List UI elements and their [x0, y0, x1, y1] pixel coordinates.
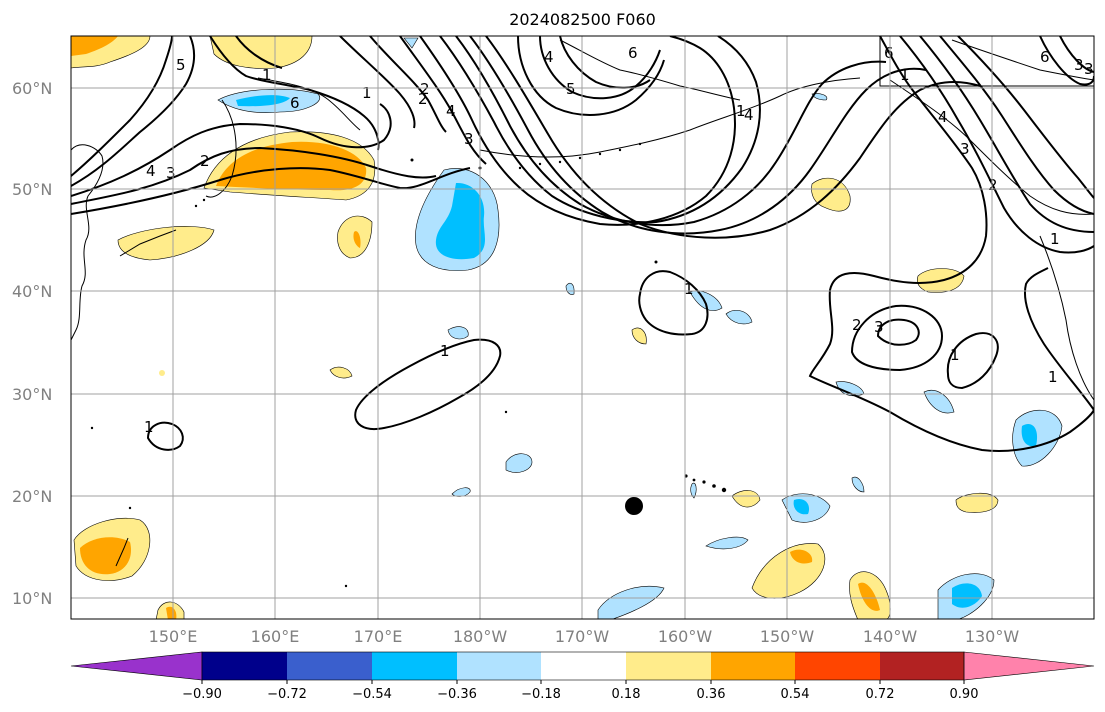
colorbar-label: 0.36 [697, 687, 726, 702]
colorbar-segment [541, 652, 626, 680]
location-marker [625, 497, 643, 515]
contour-label: 6 [1040, 48, 1050, 66]
colorbar-segment [880, 652, 964, 680]
contour-label: 1 [144, 418, 154, 436]
colorbar-label: 0.54 [781, 687, 810, 702]
contour-label: 3 [1074, 56, 1084, 74]
lon-label: 150°W [760, 627, 815, 646]
colorbar-segment [457, 652, 541, 680]
colorbar-segment [795, 652, 880, 680]
colorbar-label: −0.54 [352, 687, 392, 702]
lon-label: 180°W [453, 627, 508, 646]
contour-label: 2 [988, 176, 998, 194]
contour-label: 1 [362, 84, 372, 102]
longitude-labels: 150°E 160°E 170°E 180°W 170°W 160°W 150°… [149, 627, 1020, 646]
contour-label: 3 [1084, 60, 1094, 78]
contour-label: 1 [1048, 368, 1058, 386]
colorbar-ticks [201, 680, 965, 684]
contour-label: 6 [884, 44, 894, 62]
contour-label: 4 [544, 48, 554, 66]
contour-label: 3 [874, 318, 884, 336]
lon-label: 170°W [555, 627, 610, 646]
colorbar-label: −0.72 [267, 687, 307, 702]
contour-label: 4 [146, 162, 156, 180]
colorbar-label: 0.72 [866, 687, 895, 702]
contour-label: 5 [176, 56, 186, 74]
contour-label: 6 [290, 94, 300, 112]
colorbar: −0.90 −0.72 −0.54 −0.36 −0.18 0.18 0.36 … [70, 651, 1095, 702]
lon-label: 160°E [251, 627, 300, 646]
colorbar-segment [626, 652, 711, 680]
contour-label: 2 [418, 90, 428, 108]
colorbar-label: −0.18 [521, 687, 561, 702]
lon-label: 160°W [658, 627, 713, 646]
lat-label: 50°N [12, 180, 52, 199]
contour-label: 1 [262, 66, 272, 84]
colorbar-segment [372, 652, 457, 680]
colorbar-segment [202, 652, 287, 680]
contour-label: 5 [566, 80, 576, 98]
lat-label: 20°N [12, 487, 52, 506]
colorbar-label: 0.18 [612, 687, 641, 702]
gridlines [71, 36, 1094, 619]
contour-label: 1 [950, 346, 960, 364]
lon-label: 150°E [149, 627, 198, 646]
negative-anomaly-shading [217, 37, 1063, 619]
colorbar-label: −0.90 [182, 687, 222, 702]
contour-label: 1 [736, 102, 746, 120]
colorbar-label: 0.90 [950, 687, 979, 702]
coastlines [71, 36, 1094, 567]
contour-label: 2 [420, 80, 430, 98]
contour-label: 6 [628, 44, 638, 62]
contour-label: 2 [852, 316, 862, 334]
map-border [70, 35, 1095, 620]
colorbar-segment [287, 652, 372, 680]
colorbar-frame [201, 651, 965, 681]
lat-label: 60°N [12, 79, 52, 98]
contour-label: 4 [938, 108, 948, 126]
lat-label: 40°N [12, 282, 52, 301]
contour-label: 3 [166, 164, 176, 182]
contour-label-group: 5 4 3 2 1 1 2 4 3 6 6 4 5 6 6 4 3 2 1 1 … [144, 44, 1094, 436]
colorbar-min-extension [70, 651, 203, 681]
colorbar-label: −0.36 [437, 687, 477, 702]
colorbar-max-extension [963, 651, 1095, 681]
contour-label: 1 [440, 342, 450, 360]
colorbar-segment [711, 652, 795, 680]
islands [90, 142, 727, 588]
contour-label: 1 [900, 66, 910, 84]
contour-label: 1 [1050, 230, 1060, 248]
lon-label: 170°E [354, 627, 403, 646]
latitude-labels: 60°N 50°N 40°N 30°N 20°N 10°N [12, 79, 52, 608]
map-title: 2024082500 F060 [509, 10, 656, 29]
contour-lines [71, 36, 1094, 453]
contour-label: 3 [960, 140, 970, 158]
positive-anomaly-shading [71, 36, 999, 619]
contour-label: 1 [684, 280, 694, 298]
lat-label: 10°N [12, 589, 52, 608]
contour-label: 4 [744, 106, 754, 124]
contour-label: 4 [446, 102, 456, 120]
lat-label: 30°N [12, 385, 52, 404]
lon-label: 140°W [863, 627, 918, 646]
lon-label: 130°W [965, 627, 1020, 646]
contour-label: 3 [464, 130, 474, 148]
contour-label: 2 [200, 152, 210, 170]
